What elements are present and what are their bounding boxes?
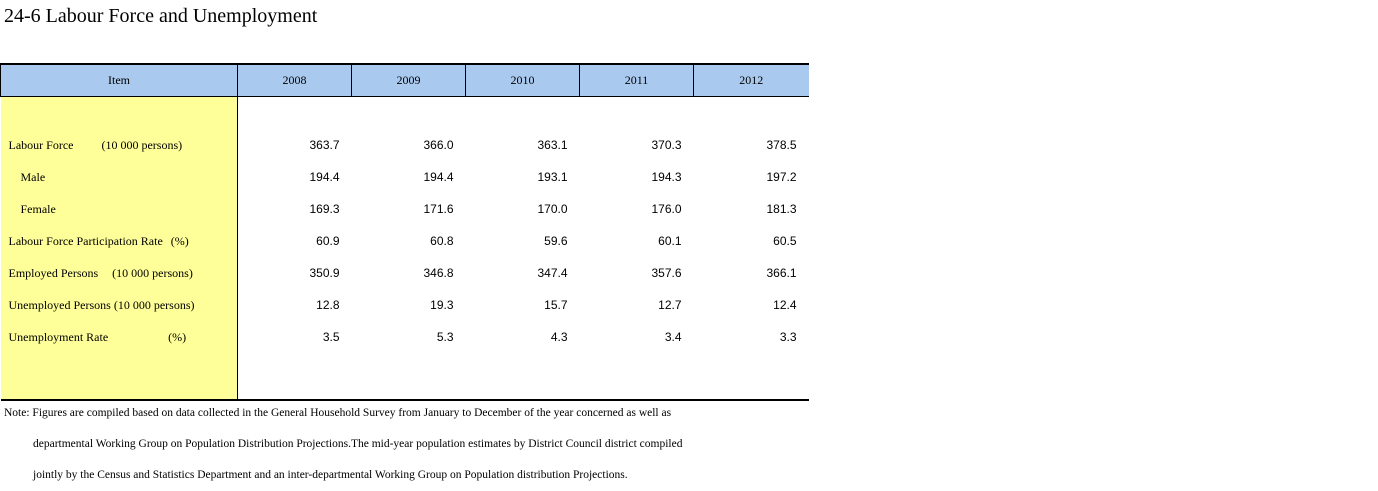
table-cell: 378.5 — [766, 138, 797, 152]
table-cell: 194.3 — [651, 170, 682, 184]
page-title: 24-6 Labour Force and Unemployment — [4, 5, 318, 27]
labour-force-table: Item 2008 2009 2010 2011 2012 Labour For… — [0, 63, 809, 401]
table-row: Labour Force (10 000 persons) 363.7 366.0… — [0, 129, 809, 161]
header-year: 2010 — [465, 63, 580, 97]
row-label: Unemployment Rate — [8, 329, 109, 344]
table-cell: 366.1 — [766, 266, 797, 280]
table-cell: 3.4 — [664, 330, 682, 344]
table-cell: 347.4 — [537, 266, 568, 280]
row-label: Unemployed Persons — [8, 297, 111, 312]
table-cell: 181.3 — [766, 202, 797, 216]
table-cell: 169.3 — [309, 202, 340, 216]
row-unit: (%) — [170, 233, 189, 248]
row-unit: (10 000 persons) — [113, 297, 195, 312]
table-cell: 60.8 — [430, 234, 454, 248]
table-cell: 197.2 — [766, 170, 797, 184]
header-item: Item — [0, 63, 238, 97]
table-cell: 5.3 — [436, 330, 454, 344]
table-header-row: Item 2008 2009 2010 2011 2012 — [0, 63, 809, 97]
header-year: 2008 — [237, 63, 352, 97]
row-label-labour-force: Labour Force (10 000 persons) — [0, 129, 238, 161]
table-cell: 170.0 — [537, 202, 568, 216]
note-line: departmental Working Group on Population… — [33, 438, 683, 450]
table-cell: 363.1 — [537, 138, 568, 152]
table-cell: 350.9 — [309, 266, 340, 280]
table-cell: 12.4 — [773, 298, 797, 312]
row-unit: (%) — [168, 329, 187, 344]
table-cell: 4.3 — [550, 330, 568, 344]
row-label: Employed Persons — [8, 265, 99, 280]
header-year: 2011 — [579, 63, 694, 97]
table-cell: 60.5 — [773, 234, 797, 248]
table-cell: 171.6 — [423, 202, 454, 216]
table-cell: 366.0 — [423, 138, 454, 152]
table-cell: 12.7 — [658, 298, 682, 312]
table-cell: 60.9 — [316, 234, 340, 248]
row-label-employed: Employed Persons (10 000 persons) — [0, 257, 238, 289]
table-cell: 15.7 — [544, 298, 568, 312]
table-cell: 363.7 — [309, 138, 340, 152]
table-note: Note: Figures are compiled based on data… — [4, 398, 682, 491]
table-row: Female 169.3 171.6 170.0 176.0 181.3 — [0, 193, 809, 225]
spacer-row — [0, 353, 809, 401]
table-cell: 194.4 — [423, 170, 454, 184]
table-cell: 370.3 — [651, 138, 682, 152]
table-cell: 59.6 — [544, 234, 568, 248]
table-cell: 346.8 — [423, 266, 454, 280]
header-year: 2009 — [351, 63, 466, 97]
table-row: Employed Persons (10 000 persons) 350.9 3… — [0, 257, 809, 289]
row-label-male: Male — [0, 161, 238, 193]
table-row: Male 194.4 194.4 193.1 194.3 197.2 — [0, 161, 809, 193]
row-unit: (10 000 persons) — [112, 265, 193, 280]
table-cell: 19.3 — [430, 298, 454, 312]
note-line: jointly by the Census and Statistics Dep… — [33, 469, 628, 481]
table-cell: 357.6 — [651, 266, 682, 280]
table-cell: 3.5 — [322, 330, 340, 344]
row-label: Labour Force — [8, 137, 74, 152]
row-label-participation-rate: Labour Force Participation Rate (%) — [0, 225, 238, 257]
table-cell: 193.1 — [537, 170, 568, 184]
table-cell: 176.0 — [651, 202, 682, 216]
table-row: Labour Force Participation Rate (%) 60.9 … — [0, 225, 809, 257]
table-cell: 3.3 — [779, 330, 797, 344]
note-line: Note: Figures are compiled based on data… — [4, 407, 672, 419]
row-label-female: Female — [0, 193, 238, 225]
table-cell: 194.4 — [309, 170, 340, 184]
row-unit: (10 000 persons) — [101, 137, 183, 152]
spacer-row — [0, 96, 809, 129]
table-cell: 12.8 — [316, 298, 340, 312]
row-label-unemployed: Unemployed Persons (10 000 persons) — [0, 289, 238, 321]
table-row: Unemployed Persons (10 000 persons) 12.8… — [0, 289, 809, 321]
row-label: Labour Force Participation Rate — [8, 233, 163, 248]
row-label-unemployment-rate: Unemployment Rate (%) — [0, 321, 238, 353]
table-row: Unemployment Rate (%) 3.5 5.3 4.3 3.4 3.3 — [0, 321, 809, 353]
header-year: 2012 — [693, 63, 809, 97]
table-cell: 60.1 — [658, 234, 682, 248]
